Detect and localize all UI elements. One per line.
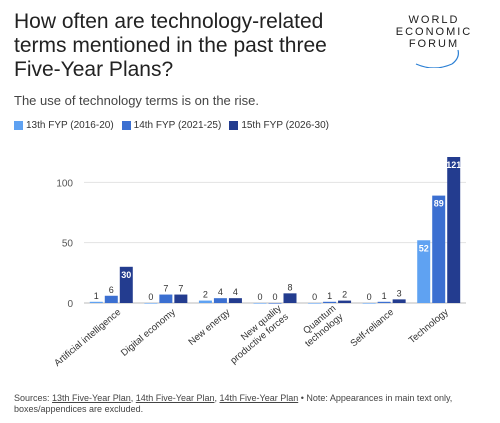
bar xyxy=(392,299,406,303)
legend-swatch-14th xyxy=(121,121,131,130)
source-link-13th[interactable]: 13th Five-Year Plan xyxy=(52,393,131,403)
data-label: 121 xyxy=(446,160,461,170)
x-tick-label: New energy xyxy=(186,307,232,348)
bar xyxy=(174,294,188,303)
data-label: 1 xyxy=(382,291,387,301)
data-label: 0 xyxy=(272,292,277,302)
sources-note: Sources: 13th Five-Year Plan, 14th Five-… xyxy=(14,393,484,415)
bar xyxy=(144,303,158,304)
bar xyxy=(338,300,352,303)
x-tick-label: Quantumtechnology xyxy=(296,303,346,350)
data-label: 30 xyxy=(121,270,131,280)
sources-sep-2: , xyxy=(214,393,220,403)
data-label: 1 xyxy=(327,291,332,301)
legend-swatch-15th xyxy=(229,121,239,130)
logo-arc-icon xyxy=(415,49,459,68)
bar xyxy=(104,295,118,303)
bar xyxy=(159,294,173,303)
source-link-14th[interactable]: 14th Five-Year Plan xyxy=(135,393,215,403)
legend-item-15th: 15th FYP (2026-30) xyxy=(229,120,329,131)
bar xyxy=(323,301,337,303)
legend-label-13th: 13th FYP (2016-20) xyxy=(26,120,114,131)
sources-sep-1: , xyxy=(130,393,136,403)
bar xyxy=(253,303,267,304)
sources-note-text: • Note: Appearances in main text only, b… xyxy=(14,393,453,414)
data-label: 1 xyxy=(94,291,99,301)
x-tick-label: New qualityproductive forces xyxy=(221,303,291,367)
wef-logo: WORLD ECONOMIC FORUM xyxy=(382,14,486,68)
legend-item-14th: 14th FYP (2021-25) xyxy=(121,120,222,131)
data-label: 4 xyxy=(218,287,223,297)
x-tick-label: Technology xyxy=(407,307,451,346)
data-label: 52 xyxy=(419,243,429,253)
x-tick-label: Digital economy xyxy=(119,307,178,359)
data-label: 89 xyxy=(434,199,444,209)
bar xyxy=(119,266,133,303)
logo-line-3: FORUM xyxy=(408,38,460,50)
logo-line-2: ECONOMIC xyxy=(395,26,473,38)
bar xyxy=(89,301,103,303)
data-label: 0 xyxy=(257,292,262,302)
bar xyxy=(447,157,461,303)
bar xyxy=(268,303,282,304)
bar xyxy=(198,300,212,303)
data-label: 2 xyxy=(203,290,208,300)
bar xyxy=(417,240,431,303)
legend-swatch-13th xyxy=(14,121,23,130)
data-label: 0 xyxy=(367,292,372,302)
bar xyxy=(228,298,242,303)
data-label: 3 xyxy=(397,288,402,298)
bar xyxy=(308,303,322,304)
chart-title: How often are technology-related terms m… xyxy=(14,10,327,81)
data-label: 7 xyxy=(178,284,183,294)
y-tick-label: 50 xyxy=(62,239,74,250)
y-tick-label: 100 xyxy=(56,178,73,189)
data-label: 6 xyxy=(109,285,114,295)
x-tick-label: Artificial intelligence xyxy=(52,307,123,369)
legend-label-14th: 14th FYP (2021-25) xyxy=(133,120,222,131)
legend-item-13th: 13th FYP (2016-20) xyxy=(14,120,114,131)
chart-legend: 13th FYP (2016-20) 14th FYP (2021-25) 15… xyxy=(14,120,329,131)
bar xyxy=(283,293,297,303)
logo-line-1: WORLD xyxy=(408,14,460,26)
data-label: 8 xyxy=(287,282,292,292)
y-tick-label: 0 xyxy=(67,299,73,310)
x-tick-label: Self-reliance xyxy=(349,307,397,349)
data-label: 0 xyxy=(312,292,317,302)
legend-label-15th: 15th FYP (2026-30) xyxy=(241,120,329,131)
data-label: 4 xyxy=(233,287,238,297)
data-label: 7 xyxy=(163,284,168,294)
bar xyxy=(377,301,391,303)
bar xyxy=(432,195,446,303)
data-label: 2 xyxy=(342,290,347,300)
chart-subtitle: The use of technology terms is on the ri… xyxy=(14,93,259,108)
bar xyxy=(362,303,376,304)
data-label: 0 xyxy=(148,292,153,302)
source-link-14th-b[interactable]: 14th Five-Year Plan xyxy=(219,393,299,403)
bar xyxy=(213,298,227,303)
sources-prefix: Sources: xyxy=(14,393,53,403)
